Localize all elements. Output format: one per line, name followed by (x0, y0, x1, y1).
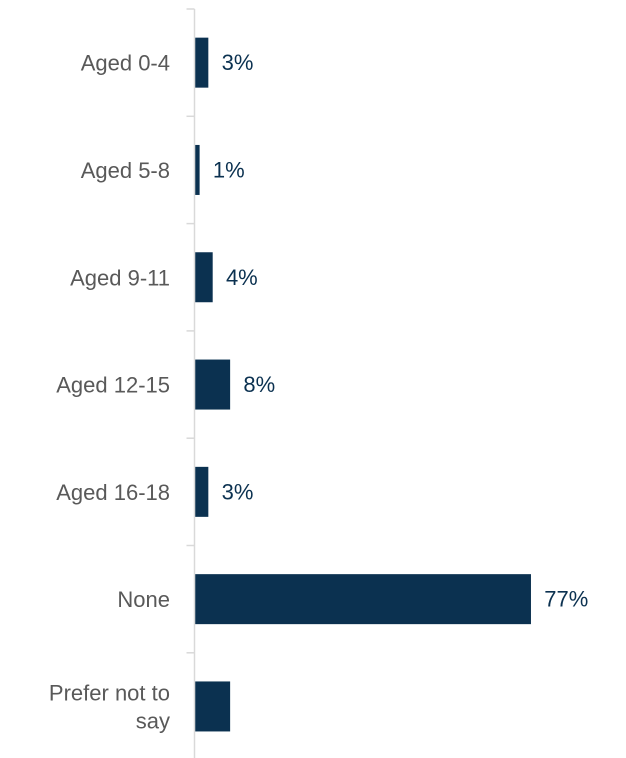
category-label: Aged 5-8 (81, 157, 170, 182)
category-label: Aged 9-11 (70, 265, 170, 290)
bar (195, 574, 531, 625)
bar (195, 466, 209, 517)
value-label: 77% (544, 587, 588, 612)
value-label: 8% (243, 372, 275, 397)
value-label: 1% (213, 157, 245, 182)
bar (195, 252, 213, 303)
bar (195, 681, 231, 732)
value-label: 3% (222, 479, 254, 504)
category-label: None (117, 587, 170, 612)
category-label: Aged 12-15 (56, 372, 170, 397)
category-label: Prefer not to say (49, 680, 170, 733)
bar (195, 37, 209, 88)
bar (195, 144, 200, 195)
category-label: Aged 0-4 (81, 50, 170, 75)
value-label: 3% (222, 50, 254, 75)
value-label: 4% (226, 265, 258, 290)
category-label: Aged 16-18 (56, 479, 170, 504)
bar (195, 359, 231, 410)
